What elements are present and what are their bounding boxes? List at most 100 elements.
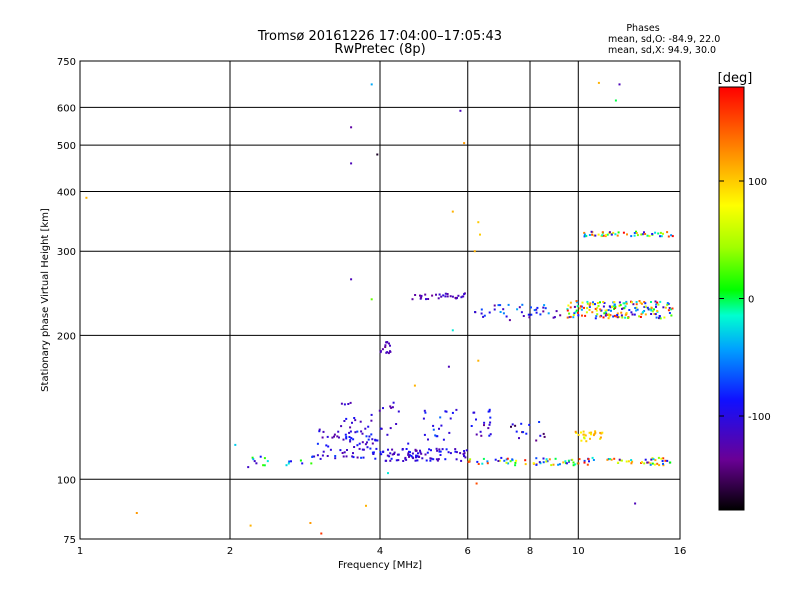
data-point xyxy=(345,437,348,440)
data-point xyxy=(435,458,438,461)
data-point xyxy=(412,457,415,460)
data-point xyxy=(354,431,357,434)
data-point xyxy=(322,430,325,433)
data-point xyxy=(524,459,527,462)
data-point xyxy=(364,443,367,446)
data-point xyxy=(350,278,353,281)
data-point xyxy=(618,458,621,461)
data-point xyxy=(661,460,664,462)
data-point xyxy=(498,459,501,462)
data-point xyxy=(655,303,658,306)
data-point xyxy=(340,425,343,428)
y-tick-label: 300 xyxy=(57,247,76,258)
y-tick-label: 600 xyxy=(57,103,76,114)
data-point xyxy=(414,294,417,296)
data-point xyxy=(387,448,389,451)
data-point xyxy=(552,463,555,466)
data-point xyxy=(285,464,288,467)
data-point xyxy=(635,306,638,309)
data-point xyxy=(327,445,330,448)
data-point xyxy=(643,301,646,303)
data-point xyxy=(573,305,576,308)
data-point xyxy=(345,455,348,458)
data-point xyxy=(667,235,670,238)
data-point xyxy=(444,292,447,295)
data-point xyxy=(419,449,421,452)
data-point xyxy=(334,457,337,460)
data-point xyxy=(601,234,604,237)
data-point xyxy=(460,296,463,299)
data-point xyxy=(593,234,596,237)
data-point xyxy=(634,307,637,309)
data-point xyxy=(609,314,612,317)
data-point xyxy=(259,455,262,458)
data-point xyxy=(521,303,524,306)
data-point xyxy=(384,346,387,348)
y-tick-label: 400 xyxy=(57,187,76,198)
data-point xyxy=(564,460,567,463)
data-point xyxy=(494,458,497,461)
data-point xyxy=(602,305,605,308)
data-point xyxy=(548,458,551,461)
data-point xyxy=(518,306,521,309)
data-point xyxy=(644,313,647,316)
data-point xyxy=(575,309,578,312)
data-point xyxy=(339,449,342,452)
data-point xyxy=(343,403,346,406)
data-point xyxy=(436,459,439,462)
data-points xyxy=(85,81,674,535)
data-point xyxy=(601,231,604,234)
data-point xyxy=(473,411,476,414)
data-point xyxy=(660,457,663,460)
data-point xyxy=(530,306,532,309)
data-point xyxy=(671,307,674,310)
data-point xyxy=(631,460,634,463)
data-point xyxy=(362,448,365,451)
data-point xyxy=(555,310,558,313)
data-point xyxy=(604,235,607,238)
data-point xyxy=(589,437,591,440)
data-point xyxy=(659,231,662,234)
data-point xyxy=(654,231,657,234)
data-point xyxy=(567,459,570,462)
data-point xyxy=(636,234,639,237)
data-point xyxy=(350,126,353,129)
data-point xyxy=(610,458,613,461)
data-point xyxy=(574,463,577,466)
data-point xyxy=(353,446,356,448)
data-point xyxy=(386,454,389,457)
data-point xyxy=(463,142,466,145)
data-point xyxy=(390,457,393,460)
data-point xyxy=(656,310,659,312)
data-point xyxy=(653,308,655,311)
data-point xyxy=(511,423,514,426)
data-point xyxy=(391,406,394,409)
data-point xyxy=(633,232,636,234)
data-point xyxy=(659,317,662,320)
data-point xyxy=(597,81,600,84)
data-point xyxy=(326,435,329,438)
data-point xyxy=(625,302,628,305)
data-point xyxy=(401,448,404,451)
data-point xyxy=(393,453,395,455)
data-point xyxy=(352,452,354,455)
data-point xyxy=(262,464,265,467)
data-point xyxy=(352,456,355,459)
data-point xyxy=(569,301,572,304)
data-point xyxy=(489,433,492,436)
data-point xyxy=(668,307,671,309)
data-point xyxy=(646,306,649,309)
data-point xyxy=(600,309,603,312)
data-point xyxy=(543,435,546,438)
data-point xyxy=(407,453,410,456)
data-point xyxy=(572,314,575,316)
data-point xyxy=(658,315,661,318)
data-point xyxy=(626,233,628,236)
data-point xyxy=(588,308,591,311)
data-point xyxy=(420,294,423,297)
data-point xyxy=(635,230,637,233)
y-tick-label: 500 xyxy=(57,141,76,152)
data-point xyxy=(583,231,586,234)
data-point xyxy=(439,450,442,453)
data-point xyxy=(419,294,421,297)
